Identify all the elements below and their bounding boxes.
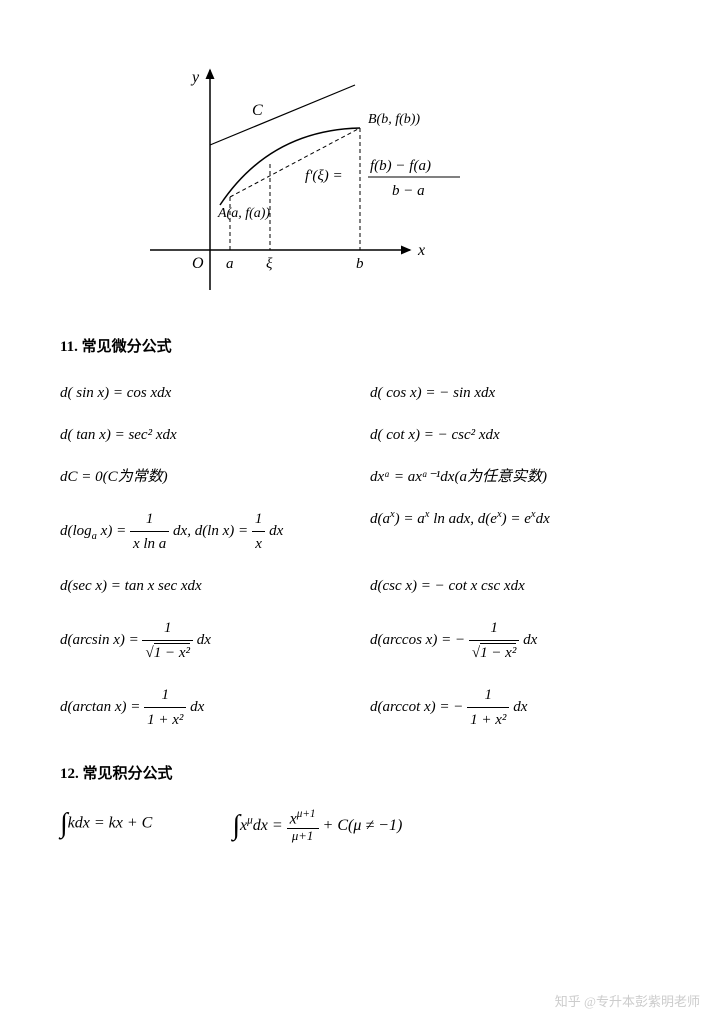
- formula-right-6: d(arccot x) = − 11 + x² dx: [370, 683, 660, 732]
- differential-formulas-grid: d( sin x) = cos xdx d( cos x) = − sin xdx…: [60, 381, 660, 732]
- svg-text:f(b) − f(a): f(b) − f(a): [370, 158, 431, 174]
- formula-left-4: d(sec x) = tan x sec xdx: [60, 574, 350, 598]
- formula-right-0: d( cos x) = − sin xdx: [370, 381, 660, 405]
- svg-text:C: C: [252, 102, 263, 119]
- formula-right-3: d(ax) = ax ln adx, d(ex) = exdx: [370, 507, 660, 556]
- svg-text:ξ: ξ: [266, 256, 273, 272]
- formula-left-0: d( sin x) = cos xdx: [60, 381, 350, 405]
- section-12-heading: 12. 常见积分公式: [60, 762, 660, 783]
- diagram-svg: y x Oa ξ b C A(a, f(a)) B(b, f(b)) f'(ξ) = f(b) −…: [120, 60, 520, 300]
- formula-left-1: d( tan x) = sec² xdx: [60, 423, 350, 447]
- svg-text:f'(ξ) =: f'(ξ) =: [305, 168, 343, 184]
- watermark-text: 知乎 @专升本彭紫明老师: [555, 991, 700, 1010]
- svg-text:b: b: [356, 256, 364, 272]
- svg-text:O: O: [192, 255, 204, 272]
- mvt-diagram: y x Oa ξ b C A(a, f(a)) B(b, f(b)) f'(ξ) = f(b) −…: [120, 60, 660, 305]
- section-11-heading: 11. 常见微分公式: [60, 335, 660, 356]
- svg-text:y: y: [190, 69, 200, 86]
- formula-right-1: d( cot x) = − csc² xdx: [370, 423, 660, 447]
- formula-left-2: dC = 0(C为常数): [60, 465, 350, 489]
- integral-formula-left: ∫kdx = kx + C: [60, 808, 152, 844]
- svg-text:A(a, f(a)): A(a, f(a)): [217, 206, 270, 221]
- formula-right-5: d(arccos x) = − 1√1 − x² dx: [370, 616, 660, 665]
- formula-left-3: d(loga x) = 1x ln a dx, d(ln x) = 1x dx: [60, 507, 350, 556]
- svg-text:a: a: [226, 256, 234, 272]
- integral-formulas-row: ∫kdx = kx + C ∫xμdx = xμ+1μ+1 + C(μ ≠ −1…: [60, 808, 660, 844]
- svg-text:b − a: b − a: [392, 183, 425, 199]
- svg-text:B(b, f(b)): B(b, f(b)): [368, 112, 420, 127]
- integral-formula-right: ∫xμdx = xμ+1μ+1 + C(μ ≠ −1): [232, 808, 402, 844]
- svg-text:x: x: [417, 242, 425, 259]
- formula-left-5: d(arcsin x) = 1√1 − x² dx: [60, 616, 350, 665]
- formula-right-4: d(csc x) = − cot x csc xdx: [370, 574, 660, 598]
- formula-left-6: d(arctan x) = 11 + x² dx: [60, 683, 350, 732]
- formula-right-2: dxᵃ = axᵃ⁻¹dx(a为任意实数): [370, 465, 660, 489]
